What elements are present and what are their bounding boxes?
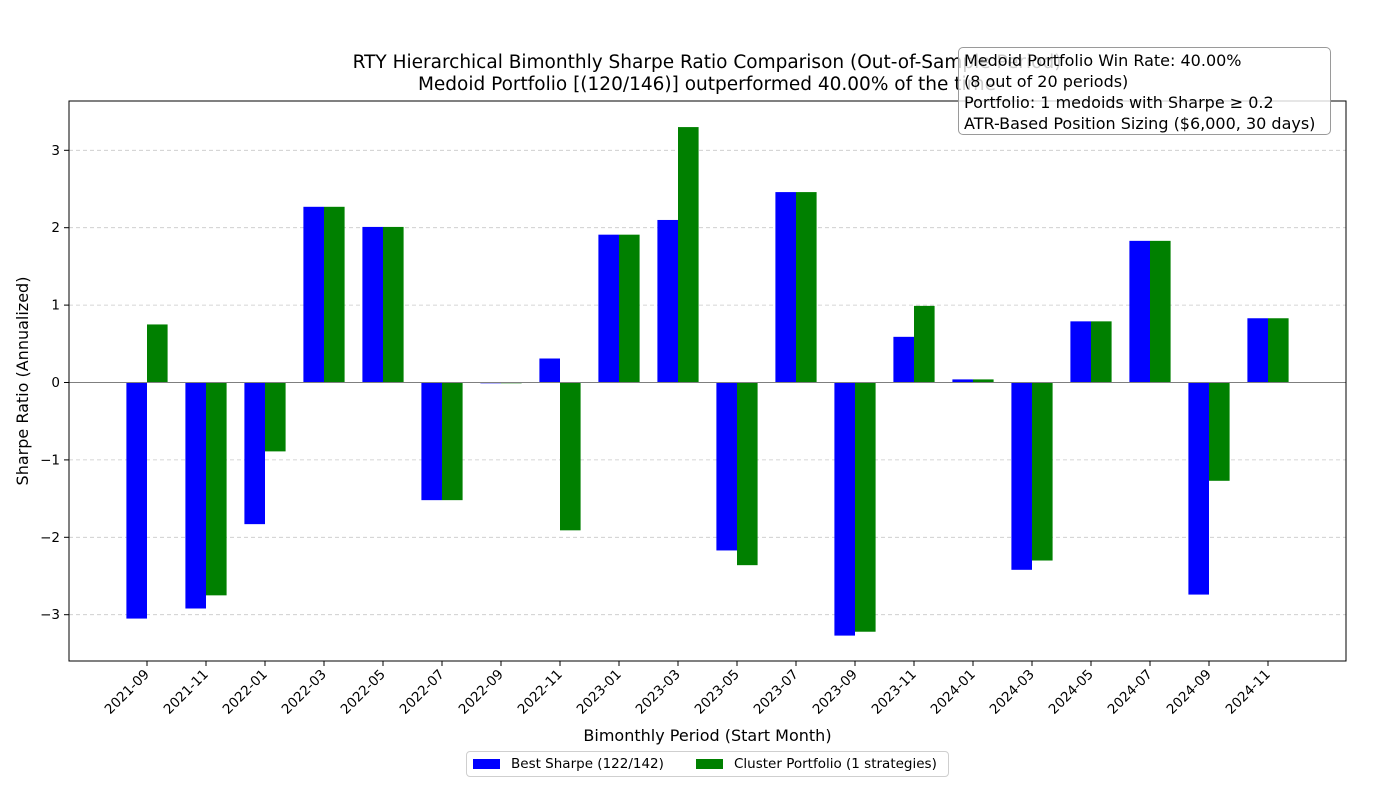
bar-cluster-portfolio [560, 382, 581, 531]
bar-cluster-portfolio [914, 305, 935, 383]
bar-cluster-portfolio [973, 379, 994, 383]
x-tick-label: 2022-01 [220, 667, 271, 718]
bar-best-sharpe [185, 382, 206, 609]
bar-best-sharpe [244, 382, 265, 525]
x-tick-label: 2023-03 [633, 667, 684, 718]
legend-item-best: Best Sharpe (122/142) [473, 756, 664, 772]
bar-best-sharpe [1247, 318, 1268, 383]
x-tick-label: 2023-11 [869, 667, 920, 718]
bar-best-sharpe [952, 379, 973, 383]
legend-swatch-cluster [696, 759, 723, 769]
bar-cluster-portfolio [1209, 382, 1230, 481]
info-portfolio: Portfolio: 1 medoids with Sharpe ≥ 0.2 [964, 93, 1274, 112]
bar-best-sharpe [421, 382, 442, 501]
plot-frame [68, 100, 1347, 662]
bar-cluster-portfolio [206, 382, 227, 596]
bar-best-sharpe [539, 358, 560, 383]
y-tick-label: −3 [40, 607, 60, 623]
x-tick-label: 2024-09 [1164, 667, 1215, 718]
x-tick-label: 2023-09 [810, 667, 861, 718]
x-tick-label: 2022-07 [397, 667, 448, 718]
bar-cluster-portfolio [619, 234, 640, 383]
x-tick-label: 2022-11 [515, 667, 566, 718]
bar-cluster-portfolio [383, 226, 404, 383]
x-axis-label: Bimonthly Period (Start Month) [583, 726, 831, 745]
legend-item-cluster: Cluster Portfolio (1 strategies) [696, 756, 937, 772]
info-win-rate: Medoid Portfolio Win Rate: 40.00% [964, 51, 1242, 70]
y-tick-label: −2 [40, 530, 60, 546]
bar-best-sharpe [126, 382, 147, 619]
bar-cluster-portfolio [147, 324, 168, 383]
bar-cluster-portfolio [1032, 382, 1053, 561]
x-tick-label: 2022-09 [456, 667, 507, 718]
bar-cluster-portfolio [1150, 240, 1171, 383]
bar-best-sharpe [362, 226, 383, 383]
bar-best-sharpe [775, 192, 796, 383]
info-periods: (8 out of 20 periods) [964, 72, 1129, 91]
x-tick-label: 2024-01 [928, 667, 979, 718]
y-axis-label: Sharpe Ratio (Annualized) [13, 277, 32, 486]
x-tick-label: 2022-03 [279, 667, 330, 718]
bar-best-sharpe [1188, 382, 1209, 595]
bar-cluster-portfolio [324, 206, 345, 383]
bar-cluster-portfolio [737, 382, 758, 566]
bar-best-sharpe [1011, 382, 1032, 570]
bar-cluster-portfolio [796, 192, 817, 383]
info-box: Medoid Portfolio Win Rate: 40.00% (8 out… [958, 47, 1331, 135]
bar-best-sharpe [1129, 240, 1150, 383]
bar-cluster-portfolio [265, 382, 286, 452]
bar-best-sharpe [303, 206, 324, 383]
x-tick-label: 2023-01 [574, 667, 625, 718]
x-tick-label: 2024-03 [987, 667, 1038, 718]
bar-cluster-portfolio [442, 382, 463, 501]
x-tick-label: 2021-11 [161, 667, 212, 718]
bar-best-sharpe [893, 336, 914, 383]
bar-best-sharpe [657, 219, 678, 383]
x-tick-label: 2022-05 [338, 667, 389, 718]
y-tick-label: 1 [51, 298, 60, 314]
bar-best-sharpe [1070, 321, 1091, 383]
bar-best-sharpe [834, 382, 855, 636]
x-tick-label: 2021-09 [102, 667, 153, 718]
x-tick-label: 2023-07 [751, 667, 802, 718]
bar-cluster-portfolio [1268, 318, 1289, 383]
legend-label-cluster: Cluster Portfolio (1 strategies) [734, 756, 937, 772]
bar-best-sharpe [716, 382, 737, 551]
bar-best-sharpe [598, 234, 619, 383]
legend: Best Sharpe (122/142) Cluster Portfolio … [466, 751, 949, 777]
chart-subtitle: Medoid Portfolio [(120/146)] outperforme… [417, 74, 997, 95]
info-sizing: ATR-Based Position Sizing ($6,000, 30 da… [964, 114, 1316, 133]
legend-label-best: Best Sharpe (122/142) [511, 756, 664, 772]
x-tick-label: 2023-05 [692, 667, 743, 718]
legend-swatch-best [473, 759, 500, 769]
bar-cluster-portfolio [678, 127, 699, 383]
chart-title: RTY Hierarchical Bimonthly Sharpe Ratio … [352, 52, 1062, 73]
y-tick-label: 3 [51, 143, 60, 159]
x-tick-label: 2024-11 [1223, 667, 1274, 718]
y-tick-label: −1 [40, 452, 60, 468]
x-tick-label: 2024-07 [1105, 667, 1156, 718]
y-tick-label: 0 [51, 375, 60, 391]
y-tick-label: 2 [51, 220, 60, 236]
x-tick-label: 2024-05 [1046, 667, 1097, 718]
bar-cluster-portfolio [855, 382, 876, 632]
bar-cluster-portfolio [1091, 321, 1112, 383]
